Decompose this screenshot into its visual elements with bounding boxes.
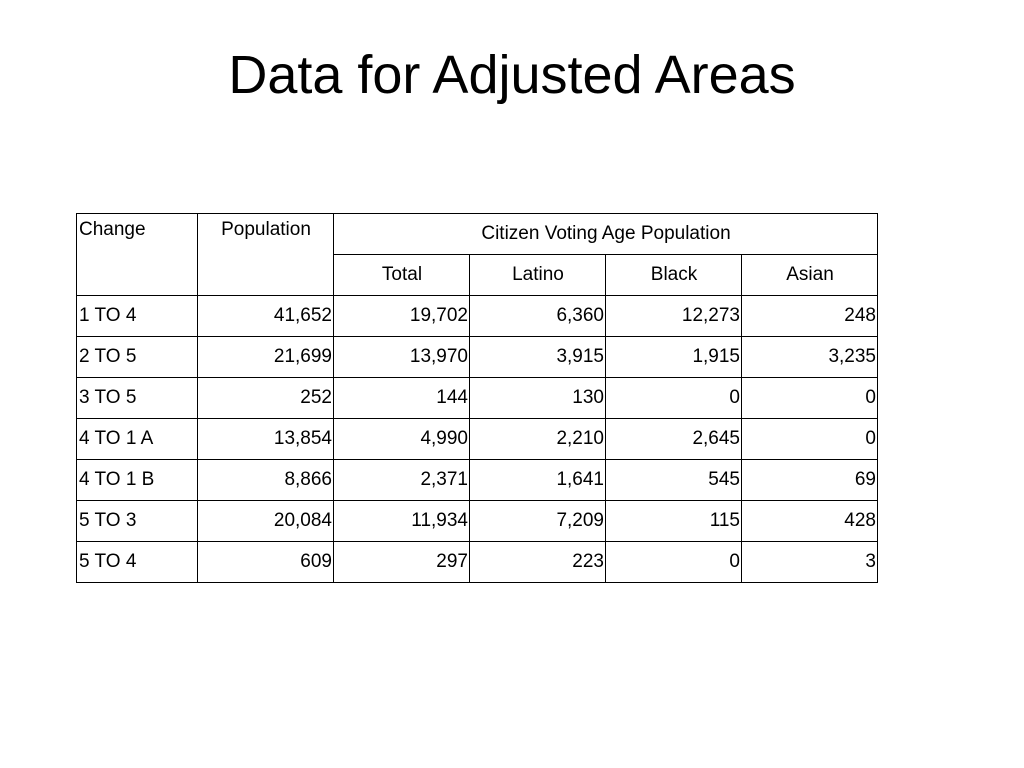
table-row: 4 TO 1 B 8,866 2,371 1,641 545 69 (76, 459, 878, 501)
cell-population: 8,866 (197, 459, 334, 501)
table-row: 2 TO 5 21,699 13,970 3,915 1,915 3,235 (76, 336, 878, 378)
cell-asian: 3 (741, 541, 878, 583)
cell-total: 19,702 (333, 295, 470, 337)
cell-asian: 3,235 (741, 336, 878, 378)
cell-latino: 130 (469, 377, 606, 419)
header-latino: Latino (469, 254, 606, 296)
cell-black: 0 (605, 377, 742, 419)
cell-total: 2,371 (333, 459, 470, 501)
table-header-row: Change Population Citizen Voting Age Pop… (76, 213, 878, 296)
table-row: 1 TO 4 41,652 19,702 6,360 12,273 248 (76, 295, 878, 337)
header-black: Black (605, 254, 742, 296)
cell-black: 0 (605, 541, 742, 583)
cell-black: 1,915 (605, 336, 742, 378)
cell-latino: 3,915 (469, 336, 606, 378)
cell-total: 4,990 (333, 418, 470, 460)
table-row: 5 TO 4 609 297 223 0 3 (76, 541, 878, 583)
table-row: 4 TO 1 A 13,854 4,990 2,210 2,645 0 (76, 418, 878, 460)
cell-asian: 0 (741, 377, 878, 419)
cell-black: 12,273 (605, 295, 742, 337)
cell-population: 20,084 (197, 500, 334, 542)
cell-latino: 1,641 (469, 459, 606, 501)
cell-change: 4 TO 1 B (76, 459, 198, 501)
cell-black: 545 (605, 459, 742, 501)
cell-latino: 2,210 (469, 418, 606, 460)
data-table: Change Population Citizen Voting Age Pop… (76, 213, 878, 583)
cell-asian: 69 (741, 459, 878, 501)
cell-change: 5 TO 4 (76, 541, 198, 583)
cell-total: 297 (333, 541, 470, 583)
cell-asian: 248 (741, 295, 878, 337)
cell-asian: 0 (741, 418, 878, 460)
cell-total: 144 (333, 377, 470, 419)
cell-population: 21,699 (197, 336, 334, 378)
cell-black: 2,645 (605, 418, 742, 460)
header-total: Total (333, 254, 470, 296)
table-subheader-row: Total Latino Black Asian (77, 254, 878, 296)
cell-change: 5 TO 3 (76, 500, 198, 542)
cell-change: 2 TO 5 (76, 336, 198, 378)
cell-latino: 6,360 (469, 295, 606, 337)
header-asian: Asian (741, 254, 878, 296)
cell-population: 609 (197, 541, 334, 583)
cell-total: 13,970 (333, 336, 470, 378)
slide-title: Data for Adjusted Areas (228, 45, 796, 105)
cell-latino: 7,209 (469, 500, 606, 542)
cell-population: 13,854 (197, 418, 334, 460)
cell-change: 1 TO 4 (76, 295, 198, 337)
cell-population: 41,652 (197, 295, 334, 337)
cell-asian: 428 (741, 500, 878, 542)
header-population: Population (197, 213, 334, 296)
cell-black: 115 (605, 500, 742, 542)
table-row: 3 TO 5 252 144 130 0 0 (76, 377, 878, 419)
cell-total: 11,934 (333, 500, 470, 542)
cell-change: 3 TO 5 (76, 377, 198, 419)
table-row: 5 TO 3 20,084 11,934 7,209 115 428 (76, 500, 878, 542)
header-cvap-group: Citizen Voting Age Population (333, 213, 878, 255)
cell-change: 4 TO 1 A (76, 418, 198, 460)
cell-latino: 223 (469, 541, 606, 583)
header-change: Change (76, 213, 198, 296)
cell-population: 252 (197, 377, 334, 419)
